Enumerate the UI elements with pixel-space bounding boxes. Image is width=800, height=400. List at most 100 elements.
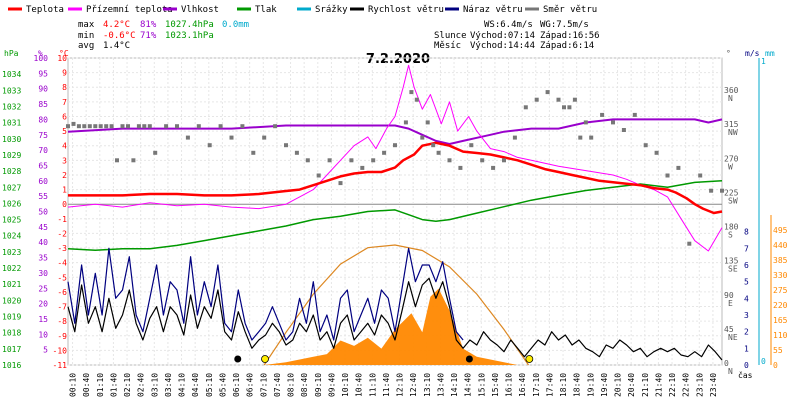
time-tick-label: 01:10 xyxy=(96,373,105,397)
humidity-unit: % xyxy=(38,49,43,58)
wind-direction-point xyxy=(349,158,354,163)
wind-direction-point xyxy=(76,124,81,129)
temperature-tick-label: 4 xyxy=(62,142,67,151)
wind-direction-point xyxy=(583,120,588,125)
info-sunrise: Východ:07:14 xyxy=(470,31,535,41)
humidity-tick-label: 30 xyxy=(38,269,48,278)
pressure-tick-label: 1031 xyxy=(2,119,21,128)
pressure-tick-label: 1023 xyxy=(2,248,21,257)
wind-direction-point xyxy=(420,135,425,140)
solar-tick-label: 55 xyxy=(773,346,783,355)
wind-direction-point xyxy=(458,165,463,170)
wind-direction-point xyxy=(414,97,419,102)
wind-direction-point xyxy=(185,135,190,140)
wind-speed-tick-label: 3 xyxy=(744,311,749,320)
wind-direction-point xyxy=(480,158,485,163)
solar-tick-label: 165 xyxy=(773,316,788,325)
stat-max-hum: 81% xyxy=(140,20,157,30)
stat-avg-temp: 1.4°C xyxy=(103,41,130,51)
wind-direction-point xyxy=(87,124,92,129)
solar-tick-label: 0 xyxy=(773,361,778,370)
solar-radiation xyxy=(263,244,529,366)
sun-sunrise-marker xyxy=(261,355,269,363)
pressure-tick-label: 1016 xyxy=(2,361,21,370)
humidity-tick-label: 100 xyxy=(34,54,49,63)
time-tick-label: 06:10 xyxy=(232,373,241,397)
humidity-tick-label: 45 xyxy=(38,223,48,232)
humidity-tick-label: 10 xyxy=(38,330,48,339)
info-moon-label: Měsíc xyxy=(434,41,461,51)
rain-unit: mm xyxy=(765,49,775,58)
wind-direction-point xyxy=(523,105,528,110)
pressure-tick-label: 1033 xyxy=(2,86,21,95)
wind-direction-point xyxy=(142,124,147,129)
time-tick-label: 18:10 xyxy=(559,373,568,397)
solar-tick-label: 110 xyxy=(773,331,788,340)
wind-direction-point xyxy=(572,97,577,102)
time-tick-label: 19:40 xyxy=(600,373,609,397)
time-tick-label: 09:10 xyxy=(314,373,323,397)
wind-direction-point xyxy=(556,97,561,102)
temperature-tick-label: 10 xyxy=(57,54,67,63)
svg-text:WS:6.4m/s: WS:6.4m/s xyxy=(484,20,533,30)
wind-speed-tick-label: 6 xyxy=(744,261,749,270)
humidity-tick-label: 70 xyxy=(38,146,48,155)
solar-tick-label: 220 xyxy=(773,301,788,310)
wind-direction-point xyxy=(229,135,234,140)
moon-moonrise-marker xyxy=(465,355,473,363)
wind-speed-tick-label: 0 xyxy=(744,361,749,370)
time-tick-label: 13:40 xyxy=(436,373,445,397)
wind-direction-point xyxy=(98,124,103,129)
time-tick-label: 10:40 xyxy=(355,373,364,397)
svg-text:avg: avg xyxy=(78,41,94,51)
humidity-tick-label: 55 xyxy=(38,192,48,201)
wind-direction-cardinal-label: S xyxy=(728,231,733,240)
temperature-tick-label: -8 xyxy=(57,317,67,326)
wind-direction-point xyxy=(698,173,703,178)
wind-direction-point xyxy=(305,158,310,163)
pressure-tick-label: 1030 xyxy=(2,135,21,144)
wind-speed-unit: m/s xyxy=(745,49,760,58)
wind-direction-point xyxy=(447,158,452,163)
info-moonset: Západ:6:14 xyxy=(540,41,594,51)
stat-max-rain: 0.0mm xyxy=(222,20,249,30)
time-tick-label: 22:40 xyxy=(682,373,691,397)
wind-direction-unit: ° xyxy=(726,49,731,58)
stat-min-temp: -0.6°C xyxy=(103,31,136,41)
pressure-tick-label: 1026 xyxy=(2,199,21,208)
temperature-tick-label: 3 xyxy=(62,156,67,165)
wind-direction-point xyxy=(643,143,648,148)
wind-direction-point xyxy=(273,124,278,129)
wind-direction-point xyxy=(164,124,169,129)
wind-direction-point xyxy=(294,150,299,155)
wind-direction-degree-label: 45 xyxy=(724,325,734,334)
time-tick-label: 23:40 xyxy=(709,373,718,397)
wind-direction-cardinal-label: NW xyxy=(728,128,738,137)
wind-direction-point xyxy=(491,165,496,170)
wind-direction-point xyxy=(284,143,288,148)
svg-text:Východ:14:44: Východ:14:44 xyxy=(470,41,535,51)
temperature-tick-label: 0 xyxy=(62,200,67,209)
time-tick-label: 07:10 xyxy=(259,373,268,397)
svg-text:Východ:07:14: Východ:07:14 xyxy=(470,31,535,41)
x-axis-label: čas xyxy=(738,370,753,380)
wind-direction-point xyxy=(109,124,114,129)
svg-text:Slunce: Slunce xyxy=(434,31,467,41)
wind-direction-point xyxy=(251,150,256,155)
temperature-tick-label: 6 xyxy=(62,112,67,121)
wind-direction-point xyxy=(131,158,136,163)
info-sun-label: Slunce xyxy=(434,31,467,41)
wind-direction-point xyxy=(240,124,245,129)
solar-max-curve xyxy=(263,244,529,366)
solar-tick-label: 275 xyxy=(773,286,788,295)
humidity-tick-label: 80 xyxy=(38,115,48,124)
series-přízemní-teplota xyxy=(67,64,723,252)
time-tick-label: 08:40 xyxy=(300,373,309,397)
time-tick-label: 04:40 xyxy=(191,373,200,397)
wind-direction-point xyxy=(153,150,158,155)
time-tick-label: 14:10 xyxy=(450,373,459,397)
temperature-tick-label: -11 xyxy=(53,361,68,370)
wind-direction-point xyxy=(66,124,70,129)
temperature-unit: °C xyxy=(59,49,69,58)
stat-max-press: 1027.4hPa xyxy=(165,20,214,30)
